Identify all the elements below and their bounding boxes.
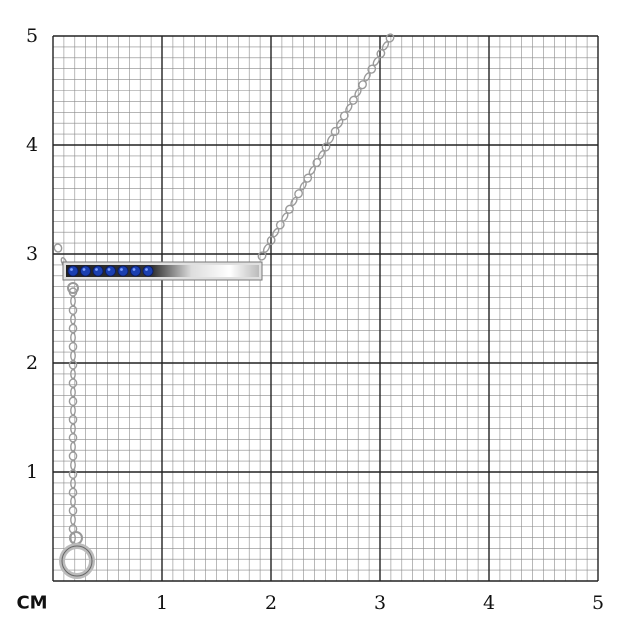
stone-highlight [120, 268, 123, 271]
chain-link [68, 396, 78, 407]
stone-highlight [95, 268, 98, 271]
jump-ring [67, 282, 79, 294]
y-tick-label: 3 [25, 243, 39, 265]
x-tick-label: 2 [264, 592, 278, 614]
sapphire-stone [142, 265, 154, 277]
chain-link [68, 378, 78, 388]
chain-link [70, 387, 76, 398]
chain-link [68, 433, 78, 443]
stone-highlight [145, 268, 148, 271]
unit-label: CM [16, 592, 48, 614]
y-tick-label: 1 [25, 461, 39, 483]
ring-clasp-edge [61, 545, 93, 577]
stone-highlight [132, 268, 136, 271]
x-tick-label: 3 [373, 592, 387, 614]
grid-major-lines [52, 35, 599, 582]
chain-link [70, 478, 76, 489]
chain-link [68, 341, 78, 352]
chain-link [70, 514, 76, 525]
grid-minor-lines [53, 36, 598, 581]
stone-highlight [70, 268, 73, 271]
y-tick-label: 4 [25, 134, 39, 156]
sapphire-stone [130, 265, 141, 277]
x-tick-label: 5 [591, 592, 605, 614]
stone-highlight [107, 268, 111, 271]
jump-ring [69, 531, 83, 545]
sapphire-stone [105, 265, 116, 277]
chain-link [68, 305, 78, 315]
chain-link [70, 405, 76, 416]
chain-link [68, 414, 78, 425]
y-tick-label: 2 [25, 352, 39, 374]
sapphire-stone [117, 265, 129, 277]
chain-link [53, 243, 63, 253]
chain-link [68, 323, 78, 334]
chain-link [70, 332, 76, 343]
sapphire-stone [67, 265, 79, 277]
chain-link [68, 360, 78, 370]
chain-link [68, 487, 78, 498]
necklace-image [53, 33, 395, 579]
chain-link [70, 295, 76, 307]
chain-link [70, 350, 76, 361]
stone-highlight [82, 268, 86, 271]
sapphire-stone [92, 265, 104, 277]
sapphire-stone [80, 265, 91, 277]
x-tick-label: 4 [482, 592, 496, 614]
chain-link [68, 451, 78, 461]
chain-link [68, 505, 78, 516]
x-tick-label: 1 [155, 592, 169, 614]
y-tick-label: 5 [25, 25, 39, 47]
chain-link [385, 33, 395, 43]
chain-link [70, 459, 76, 471]
